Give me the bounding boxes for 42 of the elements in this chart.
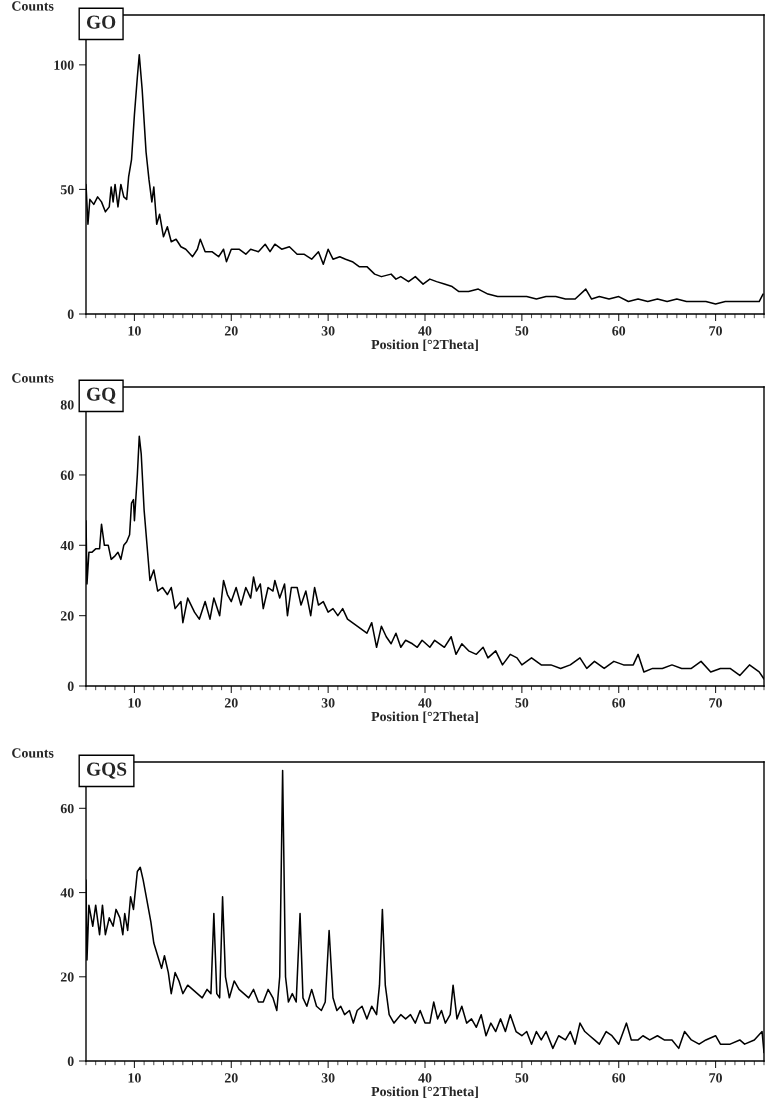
x-tick-label: 40 (418, 326, 432, 336)
x-tick-label: 10 (128, 1073, 141, 1083)
y-tick-label: 80 (60, 400, 74, 410)
x-tick-label: 70 (709, 698, 722, 708)
x-tick-label: 20 (224, 698, 238, 708)
x-tick-label: 60 (612, 698, 626, 708)
x-tick-label: 20 (224, 326, 238, 336)
x-tick-label: 70 (709, 326, 722, 336)
x-tick-label: 50 (515, 698, 529, 708)
x-axis-title: Position [°2Theta] (371, 1086, 478, 1098)
x-tick-label: 50 (515, 1073, 529, 1083)
x-tick-label: 60 (612, 1073, 626, 1083)
x-tick-label: 50 (515, 326, 529, 336)
x-tick-label: 60 (612, 326, 626, 336)
chart-title: GO (86, 15, 116, 29)
y-axis-title: Counts (12, 748, 54, 758)
x-tick-label: 40 (418, 1073, 432, 1083)
y-tick-label: 100 (54, 60, 74, 70)
x-tick-label: 30 (321, 1073, 335, 1083)
y-tick-label: 20 (60, 611, 74, 621)
y-tick-label: 50 (60, 185, 74, 195)
y-tick-label: 40 (60, 888, 74, 898)
y-tick-label: 60 (60, 470, 74, 480)
x-tick-label: 10 (128, 698, 141, 708)
x-tick-label: 40 (418, 698, 432, 708)
y-tick-label: 0 (67, 309, 74, 319)
chart-title: GQ (86, 387, 116, 404)
y-tick-label: 20 (60, 972, 74, 982)
chart-title: GQS (86, 762, 127, 779)
y-axis-title: Counts (12, 1, 54, 11)
x-tick-label: 30 (321, 698, 335, 708)
y-tick-label: 0 (67, 1056, 74, 1066)
x-axis-title: Position [°2Theta] (371, 711, 478, 723)
x-axis-title: Position [°2Theta] (371, 339, 478, 351)
y-tick-label: 40 (60, 540, 74, 551)
x-tick-label: 70 (709, 1073, 722, 1083)
y-tick-label: 0 (67, 681, 74, 691)
y-axis-title: Counts (12, 373, 54, 383)
x-tick-label: 10 (128, 326, 141, 336)
y-tick-label: 60 (60, 803, 74, 814)
x-tick-label: 20 (224, 1073, 238, 1083)
x-tick-label: 30 (321, 326, 335, 336)
